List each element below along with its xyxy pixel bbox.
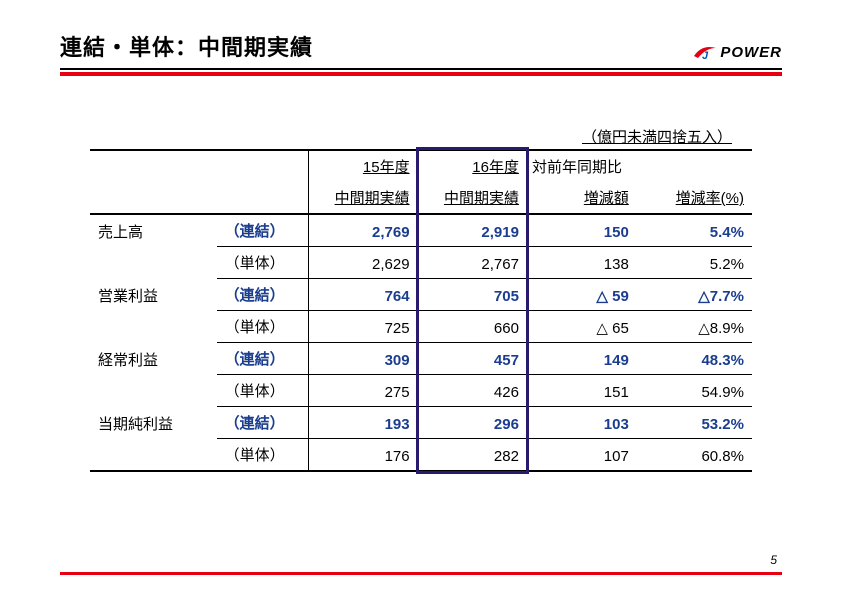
logo-text: POWER — [720, 44, 782, 61]
cell-rate: 54.9% — [637, 375, 752, 407]
col-diff: 増減額 — [527, 182, 636, 214]
cell-fy15: 764 — [309, 279, 418, 311]
type-standalone: （単体） — [217, 439, 309, 472]
cell-diff: 151 — [527, 375, 636, 407]
table-row: 営業利益（連結）764705△ 59△7.7% — [90, 279, 752, 311]
col-mid15: 中間期実績 — [309, 182, 418, 214]
row-label: 当期純利益 — [90, 407, 217, 439]
cell-fy15: 193 — [309, 407, 418, 439]
page-title: 連結・単体：中間期実績 — [60, 30, 313, 62]
type-standalone: （単体） — [217, 247, 309, 279]
col-vs-prev: 対前年同期比 — [527, 150, 752, 182]
slide: 連結・単体：中間期実績 J POWER （億円未満四捨五入） 15年度 16年度… — [0, 0, 842, 595]
cell-fy16: 296 — [418, 407, 527, 439]
table-row: 当期純利益（連結）19329610353.2% — [90, 407, 752, 439]
cell-fy15: 176 — [309, 439, 418, 472]
header-row-2: 中間期実績 中間期実績 増減額 増減率(%) — [90, 182, 752, 214]
header-row-1: 15年度 16年度 対前年同期比 — [90, 150, 752, 182]
type-consolidated: （連結） — [217, 343, 309, 375]
row-label-empty — [90, 375, 217, 407]
cell-diff: 150 — [527, 214, 636, 247]
col-rate: 増減率(%) — [637, 182, 752, 214]
cell-rate: 5.4% — [637, 214, 752, 247]
unit-note: （億円未満四捨五入） — [60, 126, 732, 147]
cell-fy16: 426 — [418, 375, 527, 407]
cell-fy16: 457 — [418, 343, 527, 375]
cell-rate: 48.3% — [637, 343, 752, 375]
table-row: （単体）27542615154.9% — [90, 375, 752, 407]
row-label: 売上高 — [90, 214, 217, 247]
cell-fy16: 2,767 — [418, 247, 527, 279]
table-row: 経常利益（連結）30945714948.3% — [90, 343, 752, 375]
cell-fy15: 2,769 — [309, 214, 418, 247]
header-redbar — [60, 72, 782, 76]
type-consolidated: （連結） — [217, 279, 309, 311]
cell-rate: △7.7% — [637, 279, 752, 311]
logo: J POWER — [692, 42, 782, 62]
cell-rate: 60.8% — [637, 439, 752, 472]
type-standalone: （単体） — [217, 375, 309, 407]
cell-rate: 5.2% — [637, 247, 752, 279]
page-number: 5 — [770, 553, 777, 567]
cell-fy16: 282 — [418, 439, 527, 472]
cell-fy16: 2,919 — [418, 214, 527, 247]
cell-fy15: 725 — [309, 311, 418, 343]
type-standalone: （単体） — [217, 311, 309, 343]
cell-diff: 149 — [527, 343, 636, 375]
row-label-empty — [90, 247, 217, 279]
results-table: 15年度 16年度 対前年同期比 中間期実績 中間期実績 増減額 増減率(%) … — [90, 149, 752, 472]
col-fy16: 16年度 — [418, 150, 527, 182]
cell-diff: 138 — [527, 247, 636, 279]
cell-rate: △8.9% — [637, 311, 752, 343]
table-row: （単体）17628210760.8% — [90, 439, 752, 472]
col-fy15: 15年度 — [309, 150, 418, 182]
cell-fy15: 309 — [309, 343, 418, 375]
cell-diff: 103 — [527, 407, 636, 439]
cell-fy16: 660 — [418, 311, 527, 343]
footer-redbar — [60, 572, 782, 575]
header: 連結・単体：中間期実績 J POWER — [60, 30, 782, 70]
table-wrapper: 15年度 16年度 対前年同期比 中間期実績 中間期実績 増減額 増減率(%) … — [90, 149, 752, 472]
table-row: （単体）725660△ 65△8.9% — [90, 311, 752, 343]
svg-text:J: J — [702, 50, 709, 62]
table-row: （単体）2,6292,7671385.2% — [90, 247, 752, 279]
row-label: 経常利益 — [90, 343, 217, 375]
row-label: 営業利益 — [90, 279, 217, 311]
cell-diff: △ 65 — [527, 311, 636, 343]
logo-swoosh-icon: J — [692, 42, 718, 62]
col-mid16: 中間期実績 — [418, 182, 527, 214]
cell-fy15: 275 — [309, 375, 418, 407]
type-consolidated: （連結） — [217, 214, 309, 247]
type-consolidated: （連結） — [217, 407, 309, 439]
row-label-empty — [90, 439, 217, 472]
table-row: 売上高（連結）2,7692,9191505.4% — [90, 214, 752, 247]
row-label-empty — [90, 311, 217, 343]
cell-fy16: 705 — [418, 279, 527, 311]
cell-fy15: 2,629 — [309, 247, 418, 279]
table-body: 売上高（連結）2,7692,9191505.4%（単体）2,6292,76713… — [90, 214, 752, 471]
cell-diff: △ 59 — [527, 279, 636, 311]
cell-diff: 107 — [527, 439, 636, 472]
cell-rate: 53.2% — [637, 407, 752, 439]
